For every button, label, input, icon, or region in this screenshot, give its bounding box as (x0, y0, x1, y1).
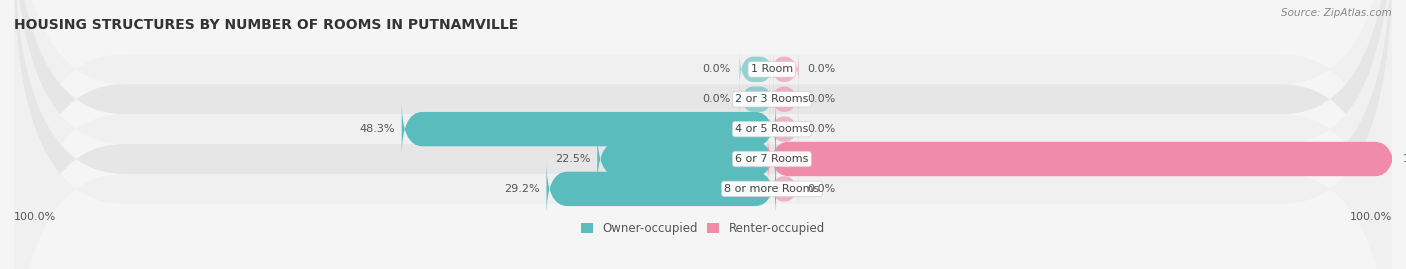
Text: 29.2%: 29.2% (503, 184, 540, 194)
FancyBboxPatch shape (768, 131, 1396, 187)
Text: 48.3%: 48.3% (360, 124, 395, 134)
Text: 0.0%: 0.0% (703, 94, 731, 104)
Text: 0.0%: 0.0% (807, 94, 837, 104)
FancyBboxPatch shape (402, 101, 776, 157)
FancyBboxPatch shape (740, 52, 773, 87)
Text: 4 or 5 Rooms: 4 or 5 Rooms (735, 124, 808, 134)
FancyBboxPatch shape (14, 0, 1392, 269)
Text: 2 or 3 Rooms: 2 or 3 Rooms (735, 94, 808, 104)
Text: 100.0%: 100.0% (1403, 154, 1406, 164)
FancyBboxPatch shape (770, 112, 799, 146)
FancyBboxPatch shape (14, 0, 1392, 269)
FancyBboxPatch shape (770, 52, 799, 87)
FancyBboxPatch shape (14, 0, 1392, 269)
Text: 100.0%: 100.0% (14, 212, 56, 222)
Text: 22.5%: 22.5% (555, 154, 591, 164)
Text: 100.0%: 100.0% (1350, 212, 1392, 222)
Text: 0.0%: 0.0% (807, 124, 837, 134)
Text: HOUSING STRUCTURES BY NUMBER OF ROOMS IN PUTNAMVILLE: HOUSING STRUCTURES BY NUMBER OF ROOMS IN… (14, 18, 519, 32)
FancyBboxPatch shape (770, 172, 799, 206)
Text: 6 or 7 Rooms: 6 or 7 Rooms (735, 154, 808, 164)
Text: Source: ZipAtlas.com: Source: ZipAtlas.com (1281, 8, 1392, 18)
FancyBboxPatch shape (740, 82, 773, 116)
FancyBboxPatch shape (14, 0, 1392, 269)
FancyBboxPatch shape (770, 82, 799, 116)
FancyBboxPatch shape (14, 0, 1392, 269)
FancyBboxPatch shape (547, 161, 776, 217)
Text: 1 Room: 1 Room (751, 64, 793, 74)
Text: 0.0%: 0.0% (703, 64, 731, 74)
Legend: Owner-occupied, Renter-occupied: Owner-occupied, Renter-occupied (576, 217, 830, 239)
Text: 8 or more Rooms: 8 or more Rooms (724, 184, 820, 194)
FancyBboxPatch shape (598, 131, 776, 187)
Text: 0.0%: 0.0% (807, 64, 837, 74)
Text: 0.0%: 0.0% (807, 184, 837, 194)
